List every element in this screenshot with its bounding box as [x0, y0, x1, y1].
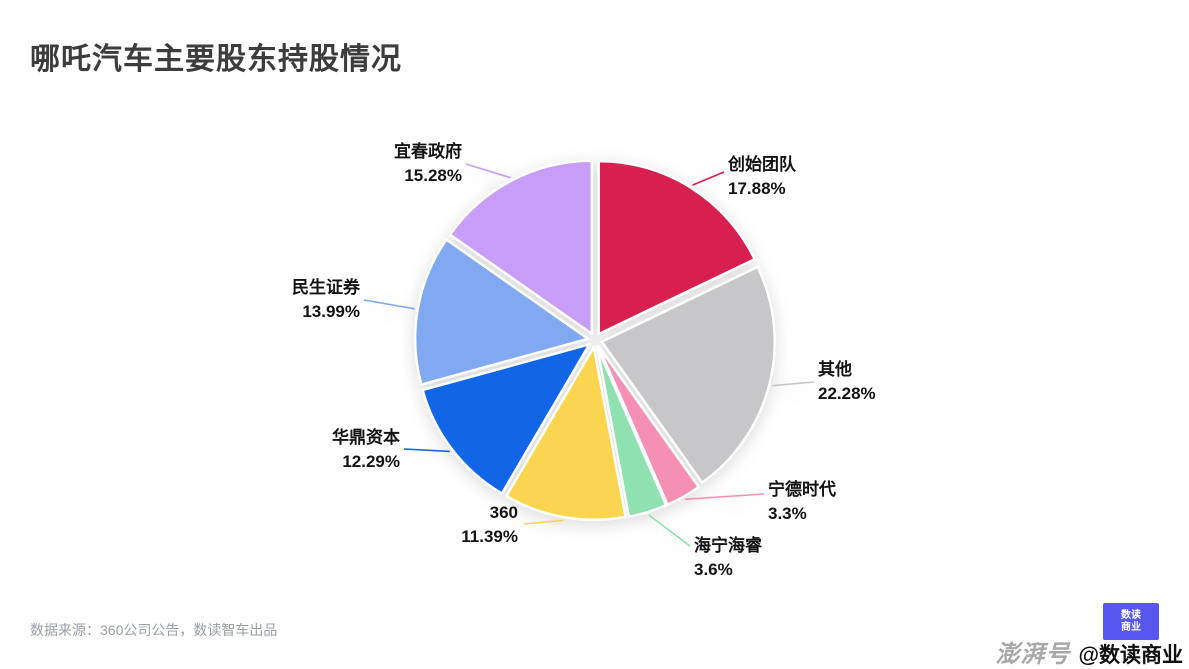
slice-label-founders: 创始团队 17.88% — [728, 153, 796, 201]
watermark: 澎湃号 @数读商业 — [996, 634, 1183, 669]
slice-percent: 13.99% — [302, 302, 360, 321]
pie-slice-4 — [505, 345, 627, 522]
data-source-note: 数据来源：360公司公告，数读智车出品 — [30, 622, 278, 638]
pie-slice-0 — [597, 159, 756, 336]
leader-line-0 — [692, 171, 725, 186]
pie-slice-6 — [413, 238, 590, 386]
slice-percent: 17.88% — [728, 179, 786, 198]
slice-name: 华鼎资本 — [332, 428, 400, 447]
pie-slice-7 — [448, 159, 594, 336]
slice-name: 其他 — [818, 360, 852, 379]
slice-label-haining: 海宁海睿 3.6% — [694, 534, 762, 582]
slice-label-yichun: 宜春政府 15.28% — [340, 140, 462, 188]
slice-name: 创始团队 — [728, 155, 796, 174]
slice-name: 宁德时代 — [768, 480, 836, 499]
leader-line-3 — [648, 514, 691, 547]
pie-slice-1 — [600, 265, 776, 484]
leader-line-1 — [772, 381, 815, 387]
brand-logo: 数读 商业 — [1103, 603, 1159, 640]
slice-percent: 3.6% — [694, 560, 733, 579]
slice-label-minsheng: 民生证券 13.99% — [238, 276, 360, 324]
slice-label-catl: 宁德时代 3.3% — [768, 478, 836, 526]
slice-label-huading: 华鼎资本 12.29% — [278, 426, 400, 474]
slice-label-360: 360 11.39% — [398, 501, 518, 549]
watermark-handle: @数读商业 — [1078, 644, 1183, 667]
slice-name: 360 — [489, 503, 518, 522]
pengpai-logo-text: 澎湃号 — [995, 641, 1071, 668]
slice-name: 宜春政府 — [394, 142, 462, 161]
slice-percent: 11.39% — [461, 527, 518, 546]
brand-logo-line1: 数读 — [1121, 609, 1141, 621]
brand-logo-line2: 商业 — [1121, 621, 1141, 633]
pie-slice-2 — [597, 344, 701, 506]
slice-label-others: 其他 22.28% — [818, 358, 876, 406]
leader-line-7 — [465, 163, 511, 179]
pie-slice-3 — [595, 345, 668, 518]
slice-percent: 22.28% — [818, 384, 876, 403]
leader-line-6 — [363, 299, 415, 310]
slice-percent: 12.29% — [342, 452, 400, 471]
slice-name: 海宁海睿 — [694, 536, 762, 555]
leader-line-2 — [685, 493, 765, 501]
slice-percent: 15.28% — [404, 166, 462, 185]
leader-line-4 — [523, 519, 564, 525]
slice-percent: 3.3% — [768, 504, 807, 523]
pie-slice-5 — [421, 343, 591, 495]
slice-name: 民生证券 — [292, 278, 360, 297]
page-title: 哪吒汽车主要股东持股情况 — [30, 43, 402, 76]
leader-line-5 — [403, 448, 450, 453]
